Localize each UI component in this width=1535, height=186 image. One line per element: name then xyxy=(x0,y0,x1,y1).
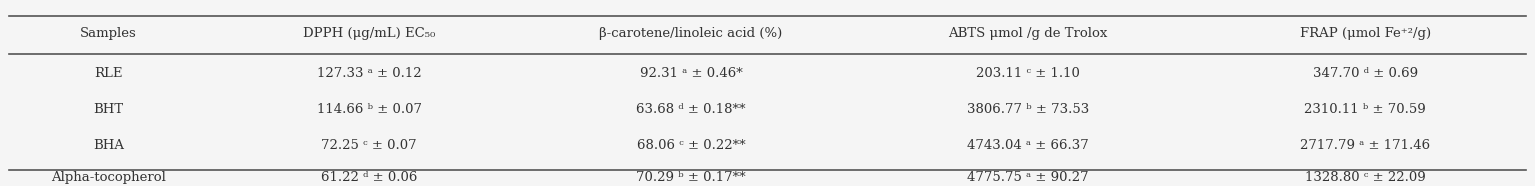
Text: 1328.80 ᶜ ± 22.09: 1328.80 ᶜ ± 22.09 xyxy=(1305,171,1426,184)
Text: 4743.04 ᵃ ± 66.37: 4743.04 ᵃ ± 66.37 xyxy=(967,139,1088,152)
Text: DPPH (μg/mL) EC₅₀: DPPH (μg/mL) EC₅₀ xyxy=(302,27,436,40)
Text: Samples: Samples xyxy=(80,27,137,40)
Text: 70.29 ᵇ ± 0.17**: 70.29 ᵇ ± 0.17** xyxy=(635,171,746,184)
Text: 127.33 ᵃ ± 0.12: 127.33 ᵃ ± 0.12 xyxy=(316,67,422,80)
Text: RLE: RLE xyxy=(94,67,123,80)
Text: 347.70 ᵈ ± 0.69: 347.70 ᵈ ± 0.69 xyxy=(1312,67,1418,80)
Text: 72.25 ᶜ ± 0.07: 72.25 ᶜ ± 0.07 xyxy=(321,139,418,152)
Text: BHA: BHA xyxy=(94,139,124,152)
Text: 61.22 ᵈ ± 0.06: 61.22 ᵈ ± 0.06 xyxy=(321,171,418,184)
Text: FRAP (μmol Fe⁺²/g): FRAP (μmol Fe⁺²/g) xyxy=(1300,27,1431,40)
Text: 114.66 ᵇ ± 0.07: 114.66 ᵇ ± 0.07 xyxy=(316,103,422,116)
Text: 68.06 ᶜ ± 0.22**: 68.06 ᶜ ± 0.22** xyxy=(637,139,744,152)
Text: 203.11 ᶜ ± 1.10: 203.11 ᶜ ± 1.10 xyxy=(976,67,1081,80)
Text: BHT: BHT xyxy=(94,103,124,116)
Text: Alpha-tocopherol: Alpha-tocopherol xyxy=(51,171,166,184)
Text: 2310.11 ᵇ ± 70.59: 2310.11 ᵇ ± 70.59 xyxy=(1305,103,1426,116)
Text: β-carotene/linoleic acid (%): β-carotene/linoleic acid (%) xyxy=(599,27,783,40)
Text: 3806.77 ᵇ ± 73.53: 3806.77 ᵇ ± 73.53 xyxy=(967,103,1090,116)
Text: ABTS μmol /g de Trolox: ABTS μmol /g de Trolox xyxy=(949,27,1108,40)
Text: 63.68 ᵈ ± 0.18**: 63.68 ᵈ ± 0.18** xyxy=(635,103,746,116)
Text: 2717.79 ᵃ ± 171.46: 2717.79 ᵃ ± 171.46 xyxy=(1300,139,1431,152)
Text: 4775.75 ᵃ ± 90.27: 4775.75 ᵃ ± 90.27 xyxy=(967,171,1088,184)
Text: 92.31 ᵃ ± 0.46*: 92.31 ᵃ ± 0.46* xyxy=(640,67,743,80)
